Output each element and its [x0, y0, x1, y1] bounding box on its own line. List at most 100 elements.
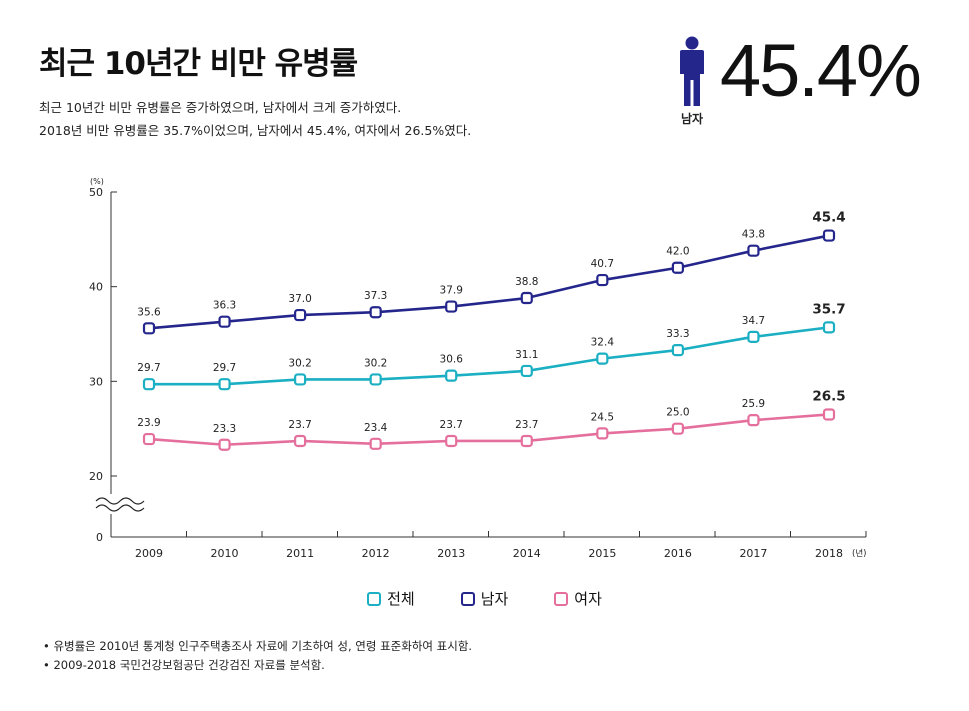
y-tick-label: 40	[89, 281, 103, 294]
x-tick-label: 2017	[739, 547, 767, 560]
series-line-2	[148, 413, 830, 447]
x-tick-label: 2014	[513, 547, 541, 560]
data-point	[294, 434, 307, 448]
data-label: 36.3	[213, 300, 236, 312]
axis-break-mark-2	[95, 504, 145, 512]
data-point	[369, 437, 382, 450]
data-point	[520, 364, 533, 378]
data-point	[747, 244, 760, 257]
data-label: 42.0	[666, 246, 689, 258]
footnote-1: • 유병률은 2010년 통계청 인구주택총조사 자료에 기초하여 성, 연령 …	[43, 639, 473, 653]
data-label: 23.3	[213, 423, 236, 435]
data-label: 23.7	[440, 419, 463, 431]
x-tick-label: 2010	[211, 547, 239, 560]
data-point	[142, 432, 156, 446]
y-tick-label: 50	[89, 186, 103, 199]
data-label: 25.0	[666, 407, 689, 419]
legend-label-female: 여자	[574, 590, 602, 608]
data-label: 30.2	[364, 357, 387, 369]
data-point	[822, 408, 836, 421]
x-tick-label: 2011	[286, 547, 314, 560]
data-point	[142, 322, 156, 335]
data-point	[294, 308, 307, 322]
data-label: 35.6	[137, 306, 161, 318]
legend-swatch-total	[367, 591, 382, 606]
data-point	[142, 378, 156, 391]
data-point	[369, 306, 382, 319]
legend-swatch-male	[460, 591, 475, 606]
data-point	[822, 321, 836, 334]
series-line-0	[149, 326, 830, 386]
data-label: 45.4	[812, 210, 845, 226]
data-label: 23.7	[515, 419, 538, 431]
x-tick-label: 2012	[362, 547, 390, 560]
highlight-value: 45.4%	[720, 29, 922, 112]
data-label: 33.3	[666, 328, 689, 340]
person-icon	[680, 36, 704, 106]
data-label: 25.9	[742, 398, 765, 410]
data-label: 29.7	[213, 362, 236, 374]
data-label: 23.7	[288, 419, 311, 431]
data-point	[369, 373, 382, 386]
x-tick-label: 2016	[664, 547, 692, 560]
data-point	[218, 315, 231, 328]
axis-break-mark-1	[95, 497, 145, 505]
data-point	[445, 434, 458, 448]
data-point	[596, 352, 609, 365]
data-point	[747, 414, 760, 427]
data-label: 37.0	[288, 293, 311, 305]
data-label: 43.8	[742, 229, 765, 241]
data-label: 24.5	[591, 411, 614, 423]
data-label: 31.1	[515, 349, 538, 361]
data-label: 34.7	[742, 315, 765, 327]
data-label: 23.9	[137, 417, 160, 429]
legend-item-female: 여자	[554, 588, 602, 609]
data-point	[671, 343, 684, 357]
data-point	[445, 369, 458, 382]
data-point	[218, 438, 231, 451]
highlight-label: 남자	[680, 112, 704, 126]
x-axis-unit: (년)	[852, 548, 866, 559]
data-point	[747, 330, 760, 343]
data-point	[596, 273, 609, 287]
chart-legend: 전체 남자 여자	[0, 588, 969, 609]
legend-label-total: 전체	[387, 590, 415, 608]
legend-item-male: 남자	[460, 588, 509, 609]
data-point	[445, 300, 458, 313]
data-label: 37.9	[440, 285, 463, 297]
data-point	[596, 427, 609, 440]
x-tick-label: 2013	[437, 547, 465, 560]
data-point	[294, 373, 307, 386]
subtitle-line-1: 최근 10년간 비만 유병률은 증가하였으며, 남자에서 크게 증가하였다.	[39, 100, 402, 115]
legend-item-total: 전체	[367, 588, 415, 609]
x-tick-label: 2018	[815, 547, 843, 560]
data-label: 32.4	[591, 337, 615, 349]
data-point	[671, 422, 684, 435]
data-point	[822, 229, 836, 242]
page-title: 최근 10년간 비만 유병률	[39, 46, 358, 82]
data-label: 35.7	[812, 301, 845, 317]
data-label: 30.6	[440, 354, 464, 366]
x-tick-label: 2015	[588, 547, 616, 560]
data-label: 40.7	[591, 258, 614, 270]
y-tick-label: 20	[89, 470, 103, 483]
y-axis-unit: (%)	[90, 177, 104, 186]
data-label: 37.3	[364, 290, 387, 302]
y-tick-label: 0	[96, 531, 103, 544]
legend-swatch-female	[554, 591, 569, 606]
series-line-1	[148, 234, 830, 330]
data-point	[218, 378, 231, 391]
subtitle-line-2: 2018년 비만 유병률은 35.7%이었으며, 남자에서 45.4%, 여자에…	[39, 123, 472, 138]
data-label: 30.2	[288, 357, 311, 369]
y-tick-label: 30	[89, 375, 103, 388]
data-point	[520, 291, 533, 305]
data-point	[671, 261, 684, 274]
data-label: 23.4	[364, 422, 388, 434]
footnote-2: • 2009-2018 국민건강보험공단 건강검진 자료를 분석함.	[43, 658, 325, 672]
highlight-stat: 남자 45.4%	[670, 28, 930, 128]
x-tick-label: 2009	[135, 547, 163, 560]
data-label: 29.7	[137, 362, 160, 374]
legend-label-male: 남자	[480, 590, 509, 608]
data-point	[520, 434, 533, 448]
